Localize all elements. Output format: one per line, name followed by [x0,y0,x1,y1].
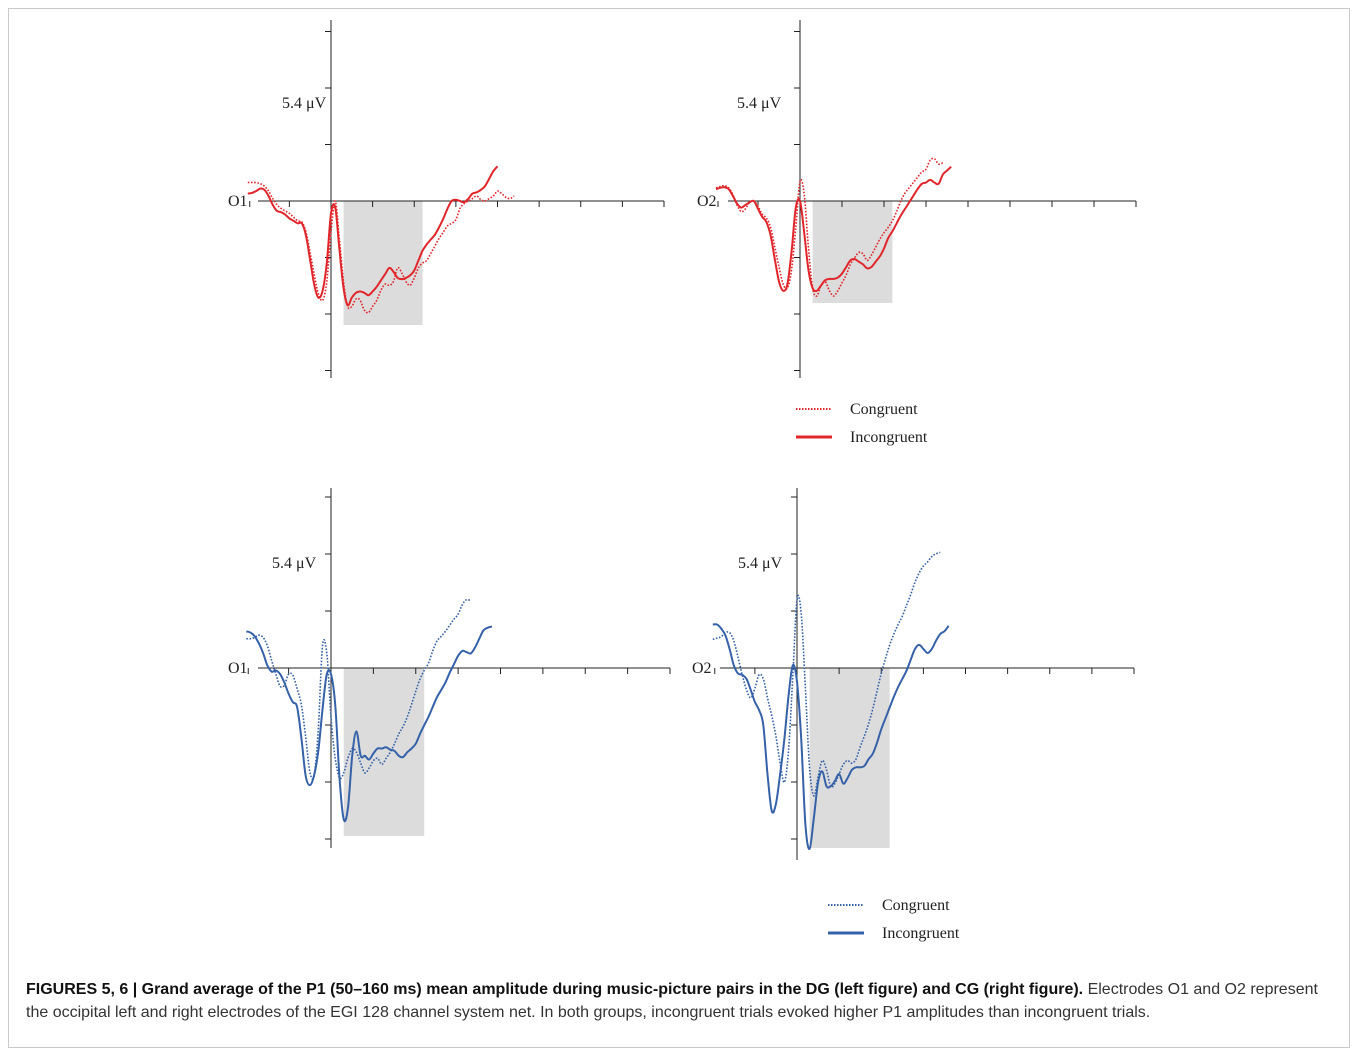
electrode-label: O1 [228,660,248,677]
axes [714,488,1135,860]
figure-frame [8,8,1350,1048]
panel-dg-o1: 5.4 μV O1 [228,20,665,378]
legend-blue: Congruent Incongruent [828,897,960,942]
congruent-line [247,181,515,314]
p1-window-shade [809,668,890,848]
p1-window-shade [812,201,893,303]
figure-caption: FIGURES 5, 6 | Grand average of the P1 (… [26,978,1342,1024]
electrode-label: O1 [228,193,248,210]
legend-congruent-label: Congruent [850,401,918,418]
congruent-line [246,598,472,780]
caption-bold: FIGURES 5, 6 | Grand average of the P1 (… [26,981,1084,998]
p1-window-shade [343,201,423,325]
legend-incongruent-label: Incongruent [882,925,960,942]
panel-cg-o2: 5.4 μV O2 [692,488,1135,860]
axes [247,488,671,848]
amplitude-label: 5.4 μV [737,95,782,112]
incongruent-line [247,165,499,307]
electrode-label: O2 [692,660,712,677]
panel-dg-o2: 5.4 μV O2 [697,20,1137,378]
incongruent-line [246,625,493,823]
axes [717,20,1137,378]
legend-red: Congruent Incongruent [796,401,928,446]
incongruent-line [712,623,950,850]
amplitude-label: 5.4 μV [272,555,317,572]
amplitude-label: 5.4 μV [282,95,327,112]
panel-cg-o1: 5.4 μV O1 [228,488,671,848]
congruent-line [712,551,941,797]
legend-incongruent-label: Incongruent [850,429,928,446]
legend-congruent-label: Congruent [882,897,950,914]
caption-text: Electrodes O1 and O2 represent the occip… [26,981,1318,1021]
p1-window-shade [343,668,425,836]
incongruent-line [715,165,952,293]
electrode-label: O2 [697,193,717,210]
amplitude-label: 5.4 μV [738,555,783,572]
